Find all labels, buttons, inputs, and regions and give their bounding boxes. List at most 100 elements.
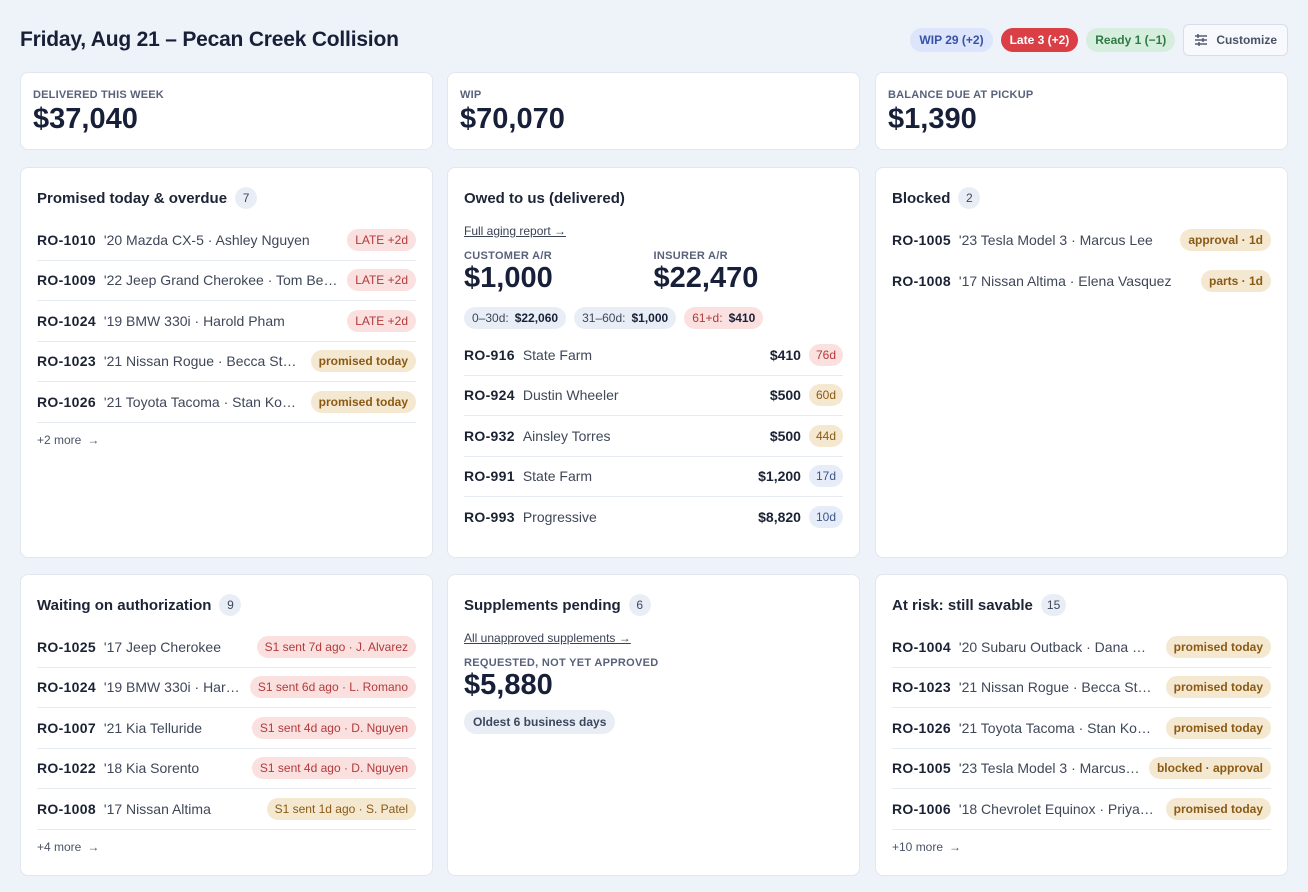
owed-list: RO-916 State Farm $410 76d RO-924 Dustin Whe…: [464, 335, 843, 538]
list-item[interactable]: RO-1007 '21 Kia Telluride S1 sent 4d ago ·…: [37, 708, 416, 749]
waiting-list: RO-1025 '17 Jeep Cherokee S1 sent 7d ago ·…: [37, 627, 416, 830]
list-item[interactable]: RO-1008 '17 Nissan Altima S1 sent 1d ago ·…: [37, 789, 416, 830]
more-link[interactable]: +10 more →: [892, 840, 961, 854]
page-header: Friday, Aug 21 – Pecan Creek Collision W…: [20, 20, 1288, 60]
vehicle-desc: '19 BMW 330i · Harold Pham: [103, 679, 242, 696]
vehicle-desc: '20 Mazda CX-5 · Ashley Nguyen: [103, 231, 310, 248]
more-link[interactable]: +4 more →: [37, 840, 99, 854]
list-item[interactable]: RO-1024 '19 BMW 330i · Harold Pham LATE +2…: [37, 301, 416, 342]
list-item[interactable]: RO-1010 '20 Mazda CX-5 · Ashley Nguyen LAT…: [37, 220, 416, 261]
risk-tag: blocked · approval: [1148, 757, 1271, 780]
ro-number: RO-1023: [37, 353, 96, 370]
panel-title: At risk: still savable: [892, 596, 1033, 614]
vehicle-desc: '21 Toyota Tacoma · Stan Kowalski: [958, 719, 1158, 736]
promised-panel: Promised today & overdue 7 RO-1010 '20 Ma…: [20, 167, 433, 558]
aging-buckets: 0–30d: $22,060 31–60d: $1,000 61+d: $410: [464, 307, 843, 329]
list-item[interactable]: RO-1005 '23 Tesla Model 3 · Marcus Lee blo…: [892, 749, 1271, 789]
aging-bucket[interactable]: 31–60d: $1,000: [574, 307, 677, 329]
list-item[interactable]: RO-1023 '21 Nissan Rogue · Becca Stanton p…: [37, 342, 416, 382]
list-item[interactable]: RO-1026 '21 Toyota Tacoma · Stan Kowalski…: [892, 708, 1271, 749]
arrow-right-icon: →: [87, 432, 100, 447]
panel-title: Waiting on authorization: [37, 596, 212, 614]
vehicle-desc: '21 Toyota Tacoma · Stan Kowalski: [103, 393, 303, 410]
list-item[interactable]: RO-932 Ainsley Torres $500 44d: [464, 416, 843, 457]
vehicle-desc: '23 Tesla Model 3 · Marcus Lee: [958, 232, 1153, 249]
customize-button[interactable]: Customize: [1183, 24, 1288, 56]
oldest-badge: Oldest 6 business days: [464, 710, 616, 734]
supplements-link[interactable]: All unapproved supplements →: [464, 631, 631, 645]
list-item[interactable]: RO-1022 '18 Kia Sorento S1 sent 4d ago · D…: [37, 749, 416, 789]
amount: $500: [769, 427, 801, 444]
owed-panel: Owed to us (delivered) Full aging report…: [447, 167, 860, 558]
amount: $1,200: [758, 468, 801, 485]
wip-chip[interactable]: WIP 29 (+2): [910, 28, 993, 52]
sliders-icon: [1194, 33, 1208, 47]
list-item[interactable]: RO-1024 '19 BMW 330i · Harold Pham S1 sent…: [37, 668, 416, 708]
late-tag: LATE +2d: [347, 228, 416, 251]
supplements-value: $5,880: [464, 669, 553, 701]
ro-number: RO-1024: [37, 312, 96, 329]
vehicle-desc: '21 Kia Telluride: [103, 719, 203, 736]
list-item[interactable]: RO-1008 '17 Nissan Altima · Elena Vasquez…: [892, 261, 1271, 302]
promised-tag: promised today: [310, 350, 416, 373]
payer-name: State Farm: [522, 346, 593, 363]
list-item[interactable]: RO-991 State Farm $1,200 17d: [464, 457, 843, 497]
list-item[interactable]: RO-1026 '21 Toyota Tacoma · Stan Kowalski…: [37, 382, 416, 423]
customize-label: Customize: [1216, 33, 1277, 47]
kpi-balance: BALANCE DUE AT PICKUP $1,390: [875, 72, 1288, 150]
bucket-label: 31–60d:: [582, 311, 626, 325]
amount: $500: [769, 387, 801, 404]
ro-number: RO-1010: [37, 231, 96, 248]
list-item[interactable]: RO-916 State Farm $410 76d: [464, 335, 843, 376]
bucket-label: 0–30d:: [472, 311, 509, 325]
kpi-delivered: DELIVERED THIS WEEK $37,040: [20, 72, 433, 150]
blocked-tag: parts · 1d: [1200, 269, 1271, 292]
late-tag: LATE +2d: [347, 309, 416, 332]
kpi-value: $37,040: [33, 103, 138, 135]
late-chip[interactable]: Late 3 (+2): [1000, 28, 1079, 52]
aging-report-link[interactable]: Full aging report →: [464, 224, 567, 238]
list-item[interactable]: RO-924 Dustin Wheeler $500 60d: [464, 376, 843, 416]
bucket-value: $22,060: [514, 311, 559, 325]
list-item[interactable]: RO-1005 '23 Tesla Model 3 · Marcus Lee app…: [892, 220, 1271, 261]
ro-number: RO-1005: [892, 760, 951, 777]
panel-title: Blocked: [892, 189, 951, 207]
aging-bucket[interactable]: 61+d: $410: [684, 307, 764, 329]
list-item[interactable]: RO-1004 '20 Subaru Outback · Dana Whitfie…: [892, 627, 1271, 668]
ready-chip[interactable]: Ready 1 (−1): [1086, 28, 1176, 52]
ro-number: RO-1025: [37, 638, 96, 655]
ro-number: RO-1005: [892, 232, 951, 249]
kpi-label: BALANCE DUE AT PICKUP: [888, 89, 1034, 101]
auth-tag: S1 sent 4d ago · D. Nguyen: [251, 757, 416, 780]
vehicle-desc: '17 Jeep Cherokee: [103, 638, 222, 655]
more-link[interactable]: +2 more →: [37, 433, 99, 447]
panel-title: Promised today & overdue: [37, 189, 228, 207]
count-badge: 2: [958, 187, 981, 209]
more-label: +2 more: [37, 432, 82, 447]
vehicle-desc: '17 Nissan Altima · Elena Vasquez: [958, 272, 1172, 289]
kpi-wip: WIP $70,070: [447, 72, 860, 150]
risk-tag: promised today: [1165, 635, 1271, 658]
kpi-value: $70,070: [460, 103, 565, 135]
ro-number: RO-932: [464, 427, 515, 444]
age-badge: 17d: [808, 465, 843, 488]
promised-tag: promised today: [310, 390, 416, 413]
more-label: +4 more: [37, 839, 82, 854]
ro-number: RO-993: [464, 509, 515, 526]
list-item[interactable]: RO-1025 '17 Jeep Cherokee S1 sent 7d ago ·…: [37, 627, 416, 668]
customer-ar-label: CUSTOMER A/R: [464, 250, 552, 262]
count-badge: 15: [1040, 594, 1067, 616]
payer-name: Progressive: [522, 509, 597, 526]
waiting-panel: Waiting on authorization 9 RO-1025 '17 Je…: [20, 574, 433, 876]
ro-number: RO-1026: [37, 393, 96, 410]
ro-number: RO-1023: [892, 679, 951, 696]
list-item[interactable]: RO-993 Progressive $8,820 10d: [464, 497, 843, 538]
arrow-right-icon: →: [87, 839, 100, 854]
ro-number: RO-1008: [892, 272, 951, 289]
auth-tag: S1 sent 4d ago · D. Nguyen: [251, 716, 416, 739]
list-item[interactable]: RO-1023 '21 Nissan Rogue · Becca Stanton p…: [892, 668, 1271, 708]
list-item[interactable]: RO-1006 '18 Chevrolet Equinox · Priya Sha…: [892, 789, 1271, 830]
aging-bucket[interactable]: 0–30d: $22,060: [464, 307, 567, 329]
panel-title: Supplements pending: [464, 596, 621, 614]
list-item[interactable]: RO-1009 '22 Jeep Grand Cherokee · Tom Bec…: [37, 261, 416, 301]
